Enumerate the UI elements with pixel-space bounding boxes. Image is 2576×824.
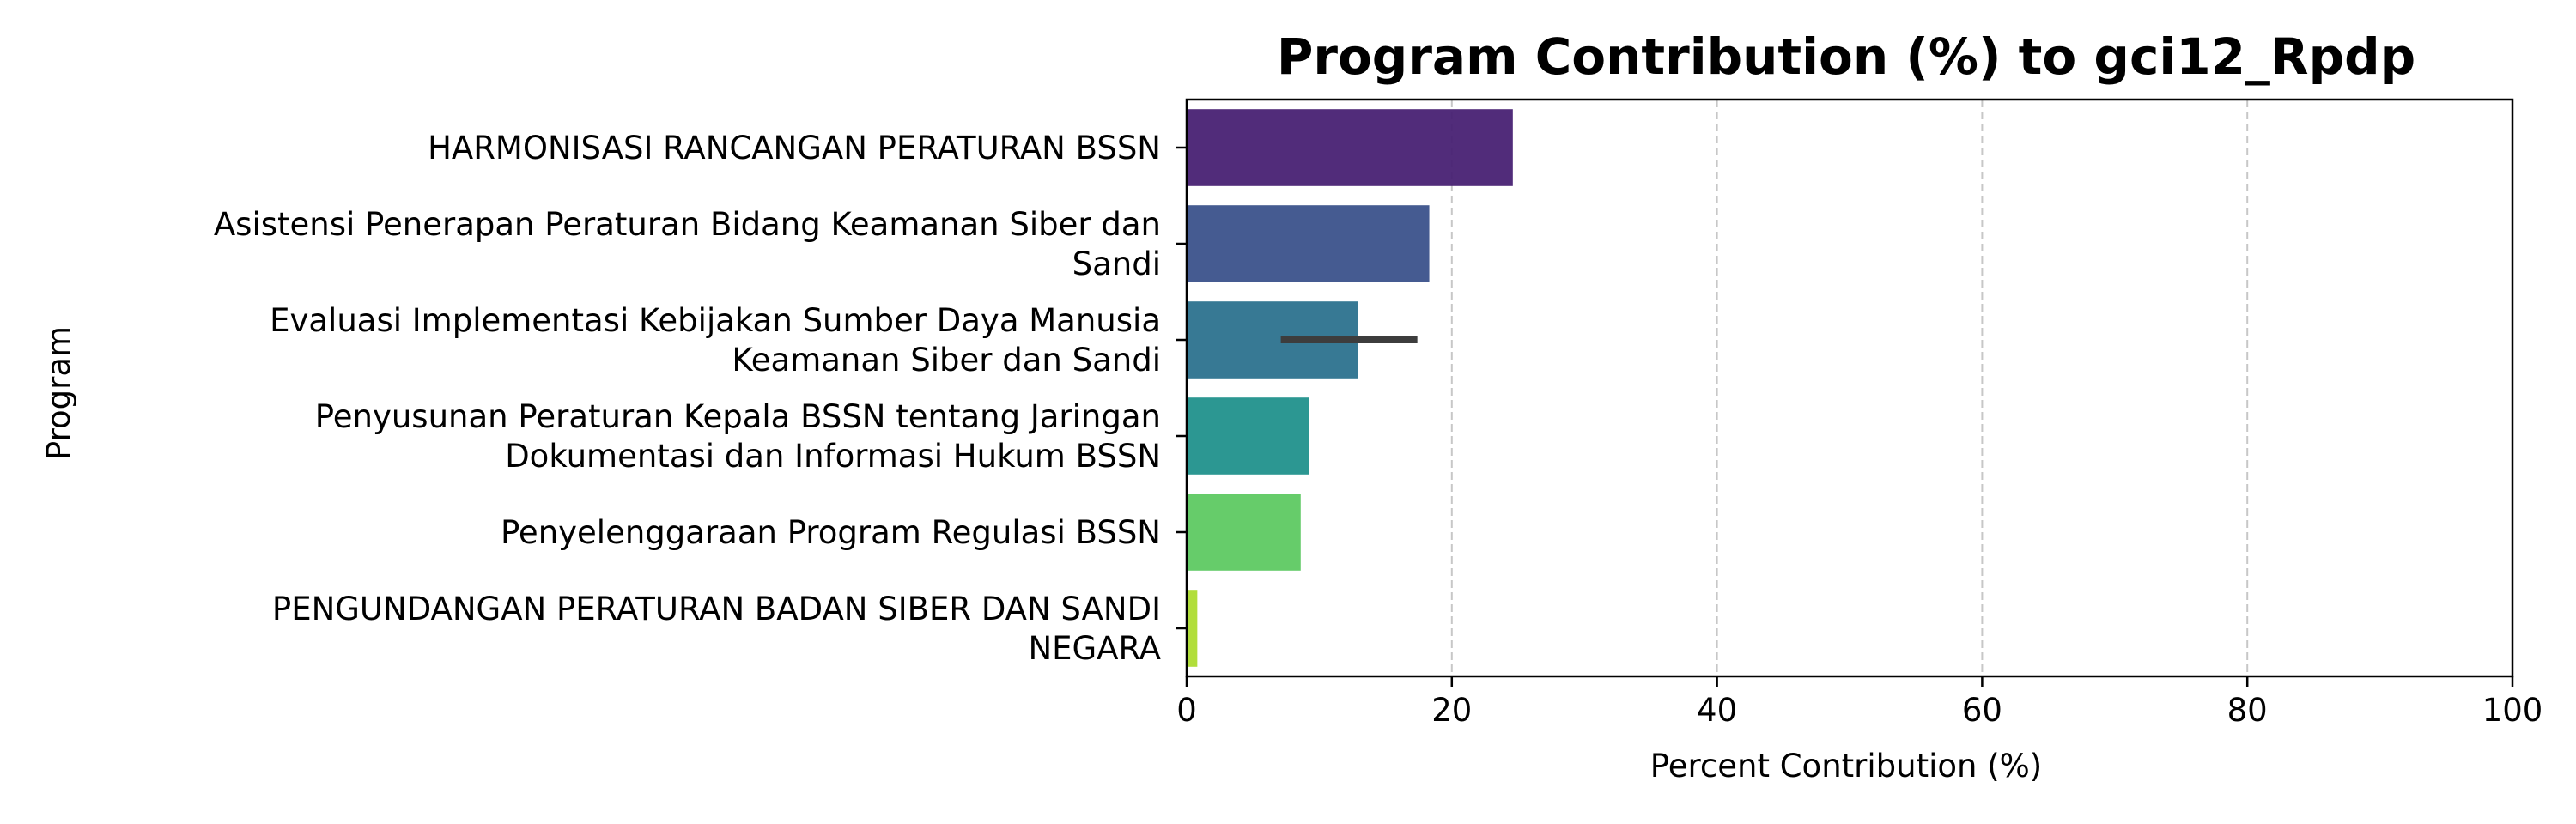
x-tick-label: 40 bbox=[1697, 692, 1737, 729]
bar bbox=[1187, 590, 1198, 667]
x-tick-label: 0 bbox=[1176, 692, 1197, 729]
y-tick-label-line: Sandi bbox=[1072, 245, 1161, 282]
y-tick-label-line: NEGARA bbox=[1028, 630, 1161, 667]
grid-lines bbox=[1450, 100, 2249, 676]
y-tick-label-line: HARMONISASI RANCANGAN PERATURAN BSSN bbox=[428, 130, 1161, 167]
bar bbox=[1187, 397, 1309, 475]
bars bbox=[1187, 109, 1513, 667]
x-axis-ticks: 0 20 40 60 80 100 bbox=[1176, 676, 2543, 729]
y-tick-label: Penyelenggaraan Program Regulasi BSSN bbox=[501, 514, 1161, 551]
chart-title: Program Contribution (%) to gci12_Rpdp bbox=[1277, 27, 2415, 86]
y-tick-label-line: Evaluasi Implementasi Kebijakan Sumber D… bbox=[270, 302, 1161, 339]
x-axis-label: Percent Contribution (%) bbox=[1650, 748, 2043, 785]
x-tick-label: 80 bbox=[2227, 692, 2268, 729]
bar bbox=[1187, 109, 1513, 186]
y-tick-label: PENGUNDANGAN PERATURAN BADAN SIBER DAN S… bbox=[272, 591, 1161, 667]
bar bbox=[1187, 494, 1301, 571]
bar bbox=[1187, 205, 1430, 282]
y-tick-label: Penyusunan Peraturan Kepala BSSN tentang… bbox=[315, 398, 1161, 475]
y-tick-label: Evaluasi Implementasi Kebijakan Sumber D… bbox=[270, 302, 1161, 379]
y-tick-label-line: Penyusunan Peraturan Kepala BSSN tentang… bbox=[315, 398, 1161, 435]
y-tick-label-line: Keamanan Siber dan Sandi bbox=[732, 342, 1161, 379]
y-tick-label-line: Penyelenggaraan Program Regulasi BSSN bbox=[501, 514, 1161, 551]
y-axis-ticks: HARMONISASI RANCANGAN PERATURAN BSSN Asis… bbox=[214, 130, 1187, 667]
x-tick-label: 100 bbox=[2482, 692, 2543, 729]
plot-frame bbox=[1185, 98, 2514, 678]
x-tick-label: 60 bbox=[1962, 692, 2002, 729]
y-tick-label-line: Asistensi Penerapan Peraturan Bidang Kea… bbox=[214, 206, 1161, 243]
y-tick-label: HARMONISASI RANCANGAN PERATURAN BSSN bbox=[428, 130, 1161, 167]
y-tick-label: Asistensi Penerapan Peraturan Bidang Kea… bbox=[214, 206, 1161, 282]
y-tick-label-line: PENGUNDANGAN PERATURAN BADAN SIBER DAN S… bbox=[272, 591, 1161, 627]
y-tick-label-line: Dokumentasi dan Informasi Hukum BSSN bbox=[505, 438, 1161, 475]
x-tick-label: 20 bbox=[1431, 692, 1472, 729]
y-axis-label: Program bbox=[40, 326, 77, 460]
